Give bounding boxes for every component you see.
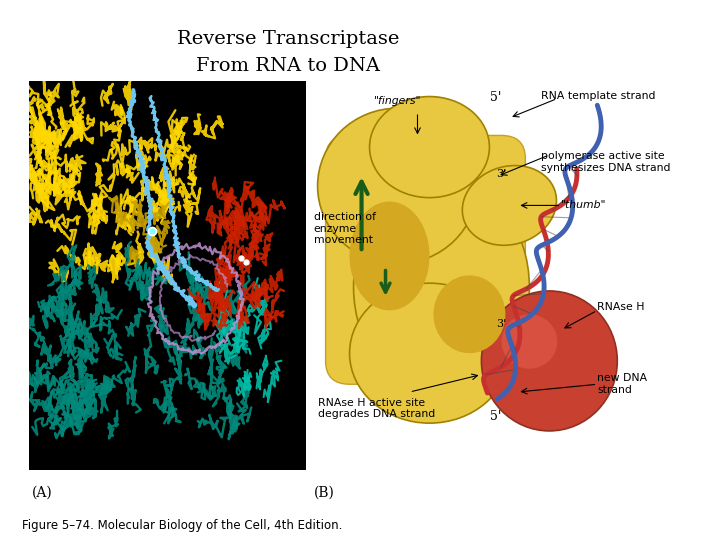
Ellipse shape [350, 201, 429, 310]
Text: new DNA
strand: new DNA strand [598, 374, 647, 395]
Text: 3': 3' [496, 319, 507, 329]
Text: "fingers": "fingers" [374, 96, 421, 106]
Text: (B): (B) [314, 485, 335, 500]
Text: RNAse H active site
degrades DNA strand: RNAse H active site degrades DNA strand [318, 398, 435, 420]
Text: RNAse H: RNAse H [598, 301, 645, 312]
Text: "thumb": "thumb" [562, 200, 607, 211]
Ellipse shape [369, 97, 490, 198]
Ellipse shape [433, 275, 505, 353]
Text: 5': 5' [490, 91, 501, 104]
Text: 3': 3' [497, 170, 507, 179]
Text: Reverse Transcriptase: Reverse Transcriptase [177, 30, 399, 48]
Ellipse shape [318, 108, 477, 264]
Text: (A): (A) [32, 485, 53, 500]
FancyBboxPatch shape [325, 136, 526, 384]
Ellipse shape [462, 166, 557, 245]
Text: RNA template strand: RNA template strand [541, 91, 656, 101]
Text: direction of
enzyme
movement: direction of enzyme movement [314, 212, 376, 245]
Text: polymerase active site
synthesizes DNA strand: polymerase active site synthesizes DNA s… [541, 151, 671, 173]
Text: Figure 5–74. Molecular Biology of the Cell, 4th Edition.: Figure 5–74. Molecular Biology of the Ce… [22, 519, 342, 532]
Ellipse shape [501, 314, 557, 369]
Ellipse shape [354, 178, 529, 396]
Ellipse shape [482, 291, 617, 431]
Ellipse shape [350, 283, 510, 423]
Text: From RNA to DNA: From RNA to DNA [196, 57, 380, 75]
Text: 5': 5' [490, 409, 501, 422]
